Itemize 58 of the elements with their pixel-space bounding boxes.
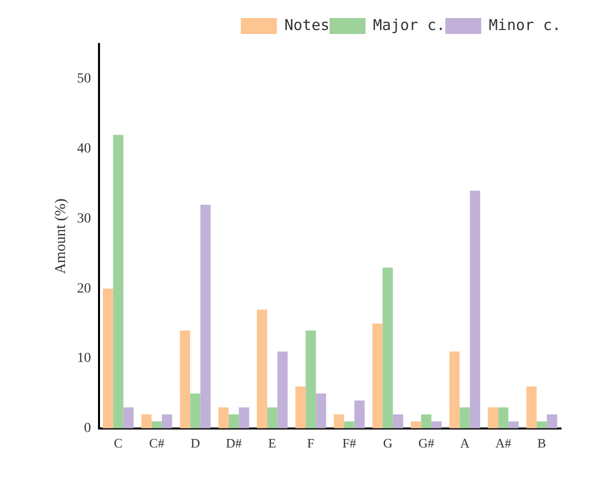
legend-label: Minor c. — [488, 16, 562, 34]
bar — [421, 414, 432, 428]
legend-label: Notes — [284, 16, 330, 34]
bar — [498, 407, 508, 428]
bar — [449, 352, 460, 428]
bar — [277, 352, 288, 428]
x-tick-label: B — [537, 436, 546, 451]
y-tick-label: 0 — [84, 421, 91, 436]
bar — [316, 393, 326, 428]
bar — [372, 324, 383, 428]
bar — [306, 330, 316, 428]
x-tick-label: E — [268, 436, 276, 451]
y-tick-label: 50 — [77, 72, 91, 87]
x-tick-label: A# — [495, 436, 512, 451]
bar — [123, 407, 134, 428]
y-axis-title: Amount (%) — [52, 198, 69, 274]
bar — [218, 407, 229, 428]
x-tick-label: G# — [418, 436, 435, 451]
bar — [180, 330, 190, 428]
bar — [546, 414, 558, 428]
bar — [536, 421, 547, 428]
bar — [488, 407, 498, 428]
bar — [141, 414, 152, 428]
bar — [190, 393, 200, 428]
bar — [460, 407, 470, 428]
y-tick-label: 30 — [77, 211, 91, 226]
x-tick-label: C# — [149, 436, 165, 451]
x-tick-label: D — [190, 436, 200, 451]
bar — [508, 421, 519, 428]
bar — [354, 400, 365, 428]
bar — [102, 288, 114, 428]
bar — [267, 407, 278, 428]
x-tick-label: F# — [342, 436, 357, 451]
bar — [200, 204, 211, 428]
x-tick-label: C — [114, 436, 123, 451]
bar — [256, 310, 268, 428]
bar — [526, 386, 537, 428]
bar — [392, 414, 404, 428]
x-tick-label: F — [307, 436, 314, 451]
bar — [113, 134, 124, 428]
bar — [228, 414, 239, 428]
x-tick-label: G — [383, 436, 392, 451]
y-tick-label: 20 — [77, 281, 91, 296]
bar — [162, 414, 172, 428]
bar — [431, 421, 442, 428]
legend-label: Major c. — [373, 16, 446, 34]
y-tick-label: 40 — [77, 142, 91, 157]
bar — [295, 386, 306, 428]
bar — [334, 414, 344, 428]
bar — [344, 421, 354, 428]
x-tick-label: D# — [226, 436, 242, 451]
bar — [382, 268, 393, 428]
bar — [152, 421, 162, 428]
y-tick-label: 10 — [77, 351, 91, 366]
x-tick-label: A — [460, 436, 470, 451]
bar — [470, 190, 480, 428]
bar — [238, 407, 250, 428]
bar — [410, 421, 422, 428]
